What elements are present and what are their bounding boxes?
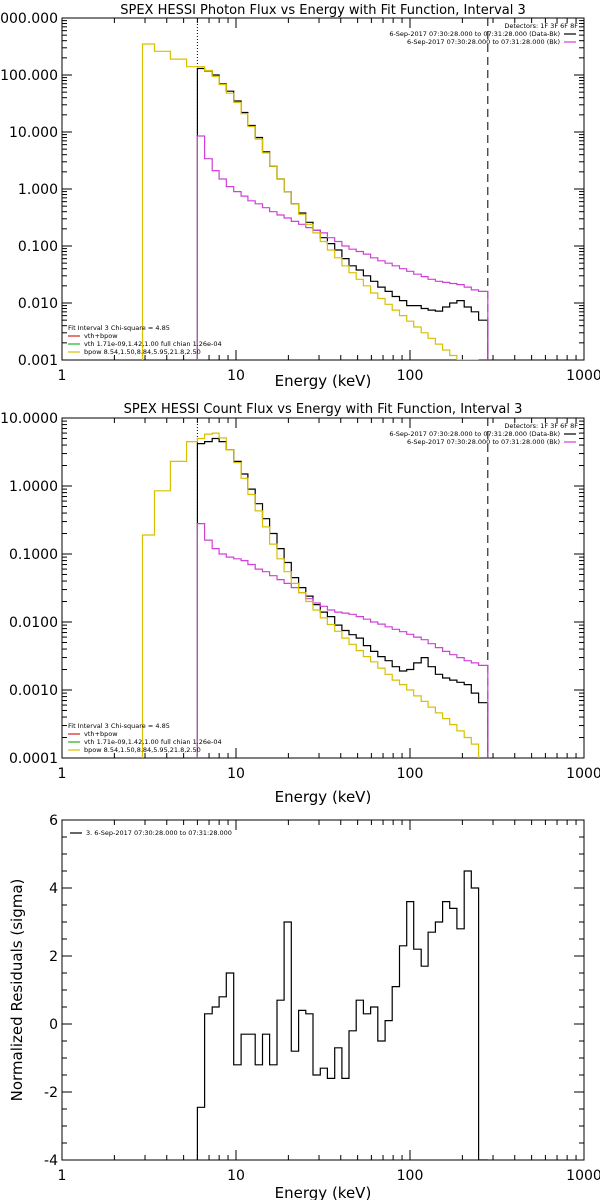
- series-line-1-1: [196, 523, 489, 758]
- residual-legend-entry-0: 3. 6-Sep-2017 07:30:28.000 to 07:31:28.0…: [86, 829, 232, 837]
- y-tick-label-1: 0.0100: [9, 615, 58, 631]
- fit-legend-entry-1-1: vth 1.71e-09,1.42,1.00 full chian 1.26e-…: [84, 738, 222, 746]
- fit-legend-header-0: Fit Interval 3 Chi-square = 4.85: [68, 324, 170, 332]
- chart-title-0: SPEX HESSI Photon Flux vs Energy with Fi…: [120, 3, 526, 18]
- y-tick-label-2: 2: [49, 949, 58, 965]
- fit-legend-entry-0-1: vth 1.71e-09,1.42,1.00 full chian 1.26e-…: [84, 340, 222, 348]
- series-line-1-2: [141, 432, 480, 758]
- series-line-2-0: [196, 870, 488, 1160]
- fit-legend-entry-1-2: bpow 8.54,1.50,8.84,5.95,21.8,2.50: [84, 746, 201, 754]
- legend-entry-1-0: 6-Sep-2017 07:30:28.000 to 07:31:28.000 …: [389, 430, 560, 438]
- y-tick-label-1: 0.0010: [9, 683, 58, 699]
- y-tick-label-0: 100.000: [0, 68, 58, 84]
- y-tick-label-0: 1.000: [18, 182, 58, 198]
- y-tick-label-0: 0.001: [18, 353, 58, 369]
- x-tick-label-0: 1: [58, 368, 67, 384]
- fit-legend-entry-0-0: vth+bpow: [84, 332, 118, 340]
- y-tick-label-1: 0.1000: [9, 547, 58, 563]
- x-tick-label-0: 1000: [566, 368, 600, 384]
- y-axis-label-2: Normalized Residuals (sigma): [8, 879, 26, 1102]
- x-tick-label-1: 10: [227, 766, 245, 782]
- legend-entry-0-0: 6-Sep-2017 07:30:28.000 to 07:31:28.000 …: [389, 30, 560, 38]
- y-tick-label-1: 1.0000: [9, 479, 58, 495]
- x-axis-label-0: Energy (keV): [275, 372, 372, 390]
- y-tick-label-2: 4: [49, 881, 58, 897]
- fit-legend-header-1: Fit Interval 3 Chi-square = 4.85: [68, 722, 170, 730]
- legend-entry-0-1: 6-Sep-2017 07:30:28.000 to 07:31:28.000 …: [407, 38, 560, 46]
- x-axis-label-1: Energy (keV): [275, 788, 372, 806]
- y-tick-label-2: 0: [49, 1017, 58, 1033]
- x-tick-label-1: 100: [397, 766, 424, 782]
- series-line-1-0: [196, 437, 489, 758]
- series-group-0: [141, 43, 489, 360]
- x-tick-label-0: 10: [227, 368, 245, 384]
- chart-title-1: SPEX HESSI Count Flux vs Energy with Fit…: [124, 402, 523, 417]
- y-tick-label-0: 0.010: [18, 296, 58, 312]
- series-group-2: [196, 870, 488, 1160]
- series-line-0-1: [196, 135, 489, 360]
- series-group-1: [141, 432, 489, 758]
- plot-frame-2: [61, 819, 585, 1161]
- x-tick-label-2: 10: [227, 1168, 245, 1184]
- legend-title-0: Detectors: 1F 3F 6F 8F: [504, 22, 578, 30]
- x-tick-label-1: 1: [58, 766, 67, 782]
- y-tick-label-1: 0.0001: [9, 751, 58, 767]
- y-tick-label-2: 6: [49, 813, 58, 829]
- legend-entry-1-1: 6-Sep-2017 07:30:28.000 to 07:31:28.000 …: [407, 438, 560, 446]
- x-tick-label-2: 1: [58, 1168, 67, 1184]
- x-tick-label-0: 100: [397, 368, 424, 384]
- plot-frame-1: [61, 417, 585, 759]
- series-line-0-2: [141, 43, 479, 360]
- legend-title-1: Detectors: 1F 3F 6F 8F: [504, 422, 578, 430]
- y-tick-label-2: -4: [44, 1153, 58, 1169]
- fit-legend-entry-1-0: vth+bpow: [84, 730, 118, 738]
- plot-frame-0: [61, 17, 585, 361]
- y-tick-label-0: 10.000: [9, 125, 58, 141]
- series-line-0-0: [196, 67, 489, 360]
- fit-legend-entry-0-2: bpow 8.54,1.50,8.84,5.95,21.8,2.50: [84, 348, 201, 356]
- y-tick-label-1: 10.0000: [0, 411, 58, 427]
- y-tick-label-2: -2: [44, 1085, 58, 1101]
- y-tick-label-0: 0.100: [18, 239, 58, 255]
- y-tick-label-0: 1000.000: [0, 11, 58, 27]
- x-axis-label-2: Energy (keV): [275, 1184, 372, 1200]
- x-tick-label-2: 1000: [566, 1168, 600, 1184]
- x-tick-label-1: 1000: [566, 766, 600, 782]
- x-tick-label-2: 100: [397, 1168, 424, 1184]
